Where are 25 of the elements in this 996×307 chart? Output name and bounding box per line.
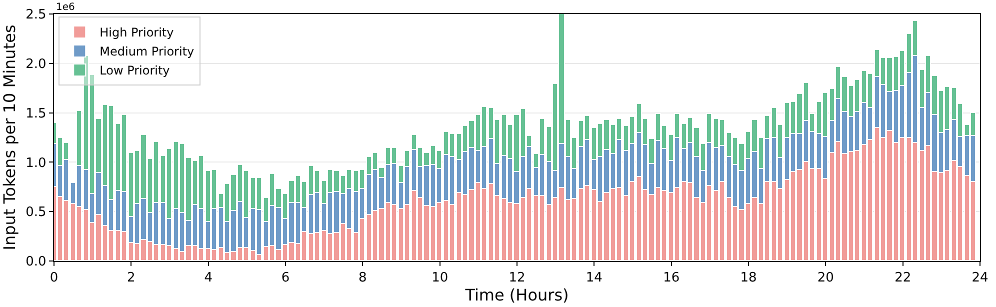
legend-label: High Priority xyxy=(100,26,174,40)
legend-label: Low Priority xyxy=(100,64,170,78)
x-tick-label: 0 xyxy=(50,270,58,286)
y-tick-label: 0.0 xyxy=(26,254,46,270)
x-tick-label: 8 xyxy=(358,270,367,286)
y-tick-label: 2.0 xyxy=(26,56,46,72)
y-tick-label: 1.5 xyxy=(26,106,46,122)
text: 1e6 xyxy=(56,2,75,13)
x-tick-label: 18 xyxy=(740,270,757,286)
x-axis-title: Time (Hours) xyxy=(464,286,569,305)
x-tick-label: 20 xyxy=(817,270,834,286)
x-tick-label: 4 xyxy=(204,270,212,286)
y-tick-label: 0.5 xyxy=(26,205,46,220)
legend-label: Medium Priority xyxy=(100,44,194,59)
x-tick-label: 22 xyxy=(894,270,912,286)
x-tick-label: 6 xyxy=(281,270,290,286)
x-tick-label: 16 xyxy=(663,270,680,286)
x-tick-label: 2 xyxy=(127,270,136,286)
x-tick-label: 24 xyxy=(972,270,988,286)
y-tick-label: 1.0 xyxy=(26,156,46,171)
x-tick-label: 12 xyxy=(508,270,526,286)
x-tick-label: 10 xyxy=(432,270,448,286)
y-axis-title: Input Tokens per 10 Minutes xyxy=(0,24,19,250)
x-tick-label: 14 xyxy=(586,270,602,286)
y-tick-label: 2.5 xyxy=(26,8,46,23)
